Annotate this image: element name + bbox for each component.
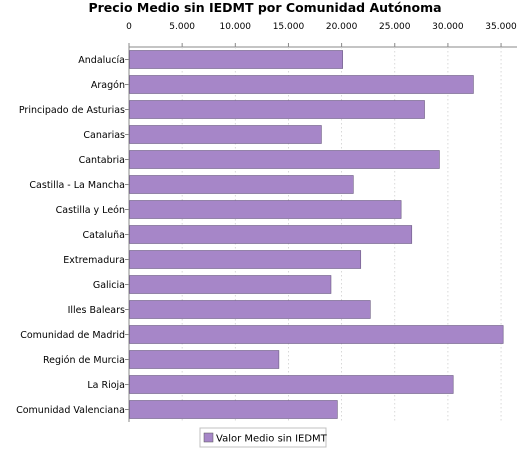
category-label: Principado de Asturias [19, 105, 125, 116]
category-label: Aragón [91, 80, 125, 91]
category-label: Castilla - La Mancha [29, 180, 125, 191]
x-tick-label: 5.000 [169, 22, 195, 32]
category-label: La Rioja [87, 380, 125, 391]
bar [129, 250, 362, 269]
x-tick-label: 20.000 [326, 22, 358, 32]
bar [129, 325, 504, 344]
bar [129, 175, 354, 194]
category-label: Castilla y León [56, 205, 125, 216]
x-tick-label: 15.000 [273, 22, 305, 32]
x-tick-label: 30.000 [432, 22, 464, 32]
category-label: Galicia [93, 280, 125, 291]
legend: Valor Medio sin IEDMT [199, 427, 328, 448]
category-label: Comunidad Valenciana [16, 405, 125, 416]
category-label: Canarias [83, 130, 125, 141]
category-label: Cantabria [79, 155, 125, 166]
x-tick-label: 35.000 [485, 22, 517, 32]
x-tick-label: 10.000 [220, 22, 252, 32]
category-label: Cataluña [82, 230, 125, 241]
x-axis-ticks: 0 5.000 10.000 15.000 20.000 25.000 30.000 35.0… [126, 22, 517, 47]
bar [129, 350, 280, 369]
bar [129, 300, 371, 319]
category-label: Illes Balears [68, 305, 125, 316]
legend-label: Valor Medio sin IEDMT [216, 434, 328, 445]
x-tick-label: 0 [126, 22, 132, 32]
bar [129, 375, 454, 394]
category-label: Región de Murcia [43, 355, 125, 366]
category-label: Extremadura [63, 255, 125, 266]
x-tick-label: 25.000 [379, 22, 411, 32]
legend-box [199, 427, 327, 448]
bar [129, 100, 425, 119]
category-label: Comunidad de Madrid [20, 330, 125, 341]
legend-swatch [203, 432, 214, 443]
bar [129, 275, 332, 294]
bar [129, 225, 413, 244]
bars [129, 50, 504, 419]
bar [129, 150, 440, 169]
bar [129, 400, 338, 419]
bar [129, 125, 322, 144]
bar [129, 50, 343, 69]
bar [129, 200, 402, 219]
category-labels: Andalucía Aragón Principado de Asturias Can… [16, 55, 129, 416]
bar [129, 75, 474, 94]
category-label: Andalucía [78, 55, 125, 66]
chart-title: Precio Medio sin IEDMT por Comunidad Aut… [88, 0, 441, 15]
